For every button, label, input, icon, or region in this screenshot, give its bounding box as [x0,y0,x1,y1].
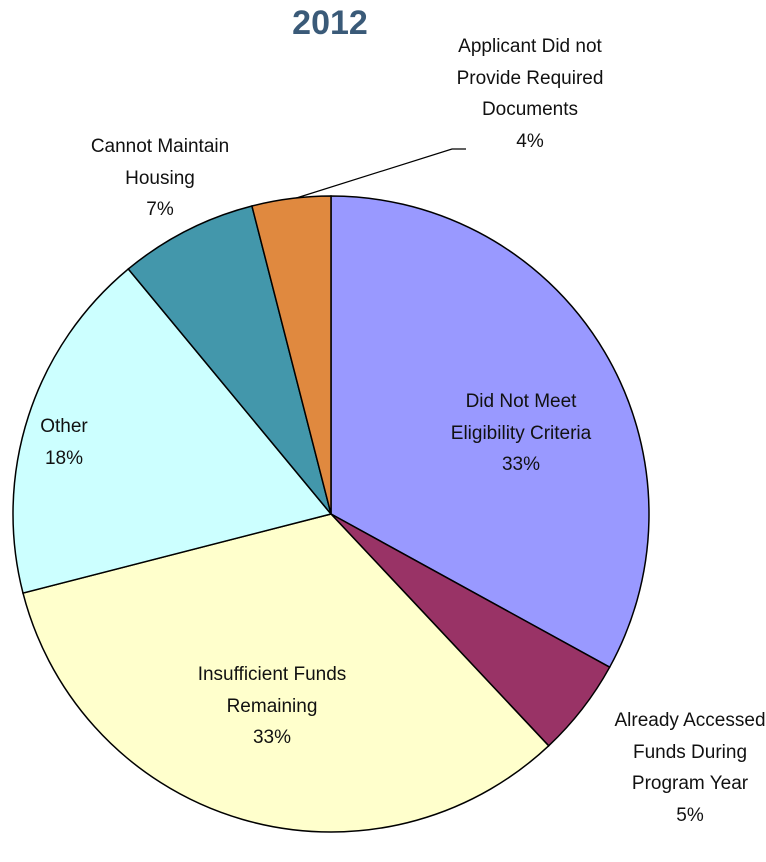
slice-label: Insufficient Funds Remaining 33% [197,659,347,754]
slice-category-label: Insufficient Funds Remaining [197,664,347,717]
slice-category-label: Other [40,416,88,437]
slice-category-label: Already Accessed Funds During Program Ye… [614,710,766,794]
slice-value-label: 4% [516,130,544,152]
pie-slice [22,513,550,833]
leader-line [289,148,466,201]
slice-category-label: Applicant Did not Provide Required Docum… [456,36,604,120]
slice-label: Did Not Meet Eligibility Criteria 33% [436,386,606,481]
slice-value-label: 7% [146,199,174,220]
slice-label: Other 18% [19,411,109,474]
pie-slice [251,195,332,515]
slice-label: Applicant Did not Provide Required Docum… [455,31,605,157]
chart-title: 2012 [292,4,368,42]
slice-value-label: 5% [676,804,704,826]
slice-value-label: 18% [44,447,84,469]
slice-label: Already Accessed Funds During Program Ye… [614,705,766,831]
pie-slice [330,195,650,669]
slice-category-label: Cannot Maintain Housing [90,136,230,189]
slice-value-label: 33% [252,727,292,748]
slice-category-label: Did Not Meet Eligibility Criteria [450,391,592,444]
slice-value-label: 33% [501,454,541,475]
pie-slice [12,267,333,594]
pie-slice [127,205,332,515]
slice-label: Cannot Maintain Housing 7% [65,131,255,226]
